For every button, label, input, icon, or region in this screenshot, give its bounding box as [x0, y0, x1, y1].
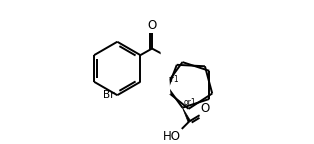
Text: or1: or1	[167, 75, 179, 84]
Polygon shape	[182, 108, 191, 122]
Text: O: O	[148, 19, 157, 32]
Text: HO: HO	[163, 130, 181, 143]
Text: or1: or1	[183, 98, 196, 107]
Text: Br: Br	[103, 90, 115, 100]
Text: O: O	[200, 102, 209, 114]
